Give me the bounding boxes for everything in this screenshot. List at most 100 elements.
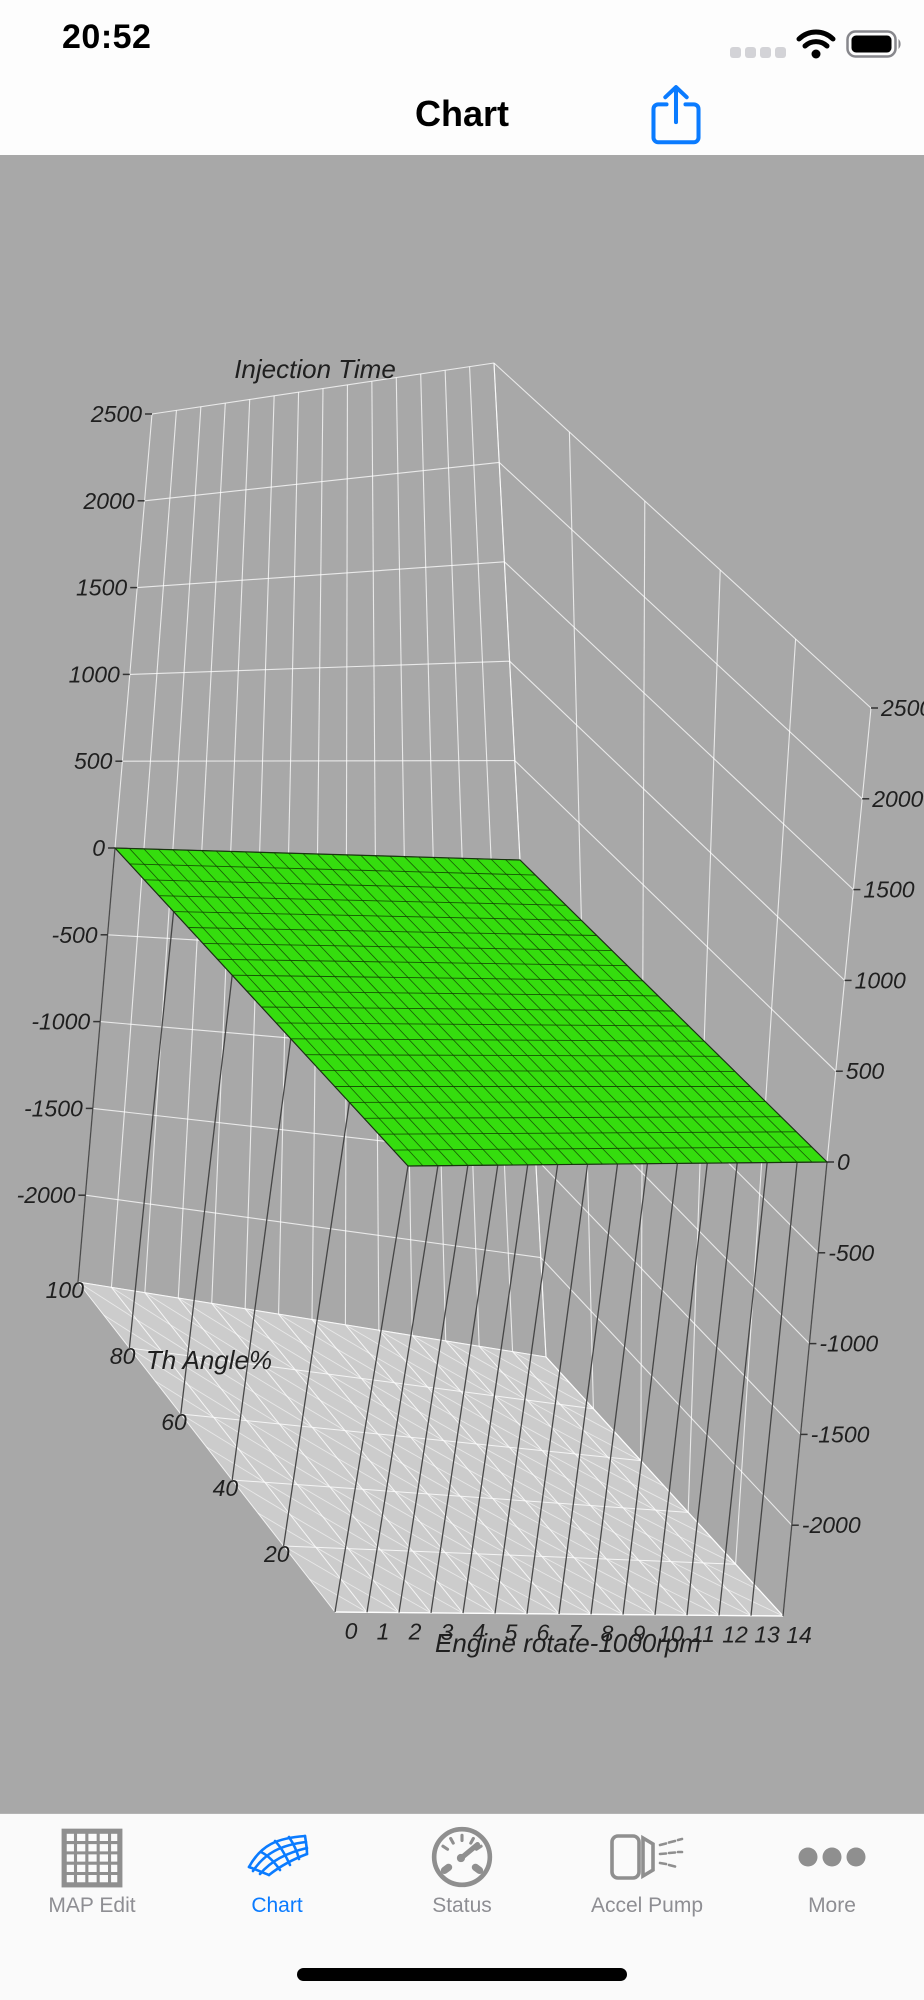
floor-diagonal xyxy=(541,1556,599,1587)
floor-diagonal xyxy=(484,1525,543,1557)
floor-diagonal xyxy=(703,1562,760,1591)
tab-label: Chart xyxy=(251,1894,303,1917)
drop-line-y xyxy=(128,911,175,1349)
floor-diagonal xyxy=(534,1584,592,1615)
floor-diagonal xyxy=(549,1528,607,1560)
floor-diagonal xyxy=(129,1347,189,1386)
floor-diagonal xyxy=(319,1399,379,1435)
x-tick-label: 2 xyxy=(408,1619,422,1645)
tab-label: MAP Edit xyxy=(48,1894,136,1917)
floor-diagonal xyxy=(286,1395,346,1432)
tab-chart[interactable]: Chart xyxy=(187,1822,367,1942)
floor-diagonal xyxy=(111,1286,171,1326)
floor-diagonal xyxy=(493,1395,552,1428)
floor-diagonal xyxy=(638,1559,696,1589)
floor-diagonal xyxy=(467,1469,526,1502)
battery-icon xyxy=(846,30,901,58)
floor-diagonal xyxy=(394,1382,453,1416)
floor-diagonal xyxy=(344,1430,404,1465)
y-tick-label: 100 xyxy=(46,1277,85,1303)
floor-diagonal xyxy=(445,1340,504,1374)
floor-diagonal xyxy=(297,1484,356,1519)
floor-diagonal xyxy=(533,1474,591,1506)
floor-diagonal xyxy=(517,1527,575,1559)
floor-diagonal xyxy=(228,1360,288,1397)
share-button[interactable] xyxy=(648,83,704,147)
floor-diagonal xyxy=(419,1521,478,1555)
floor-diagonal xyxy=(103,1314,163,1353)
x-tick-label: 3 xyxy=(441,1619,454,1645)
drop-line-x xyxy=(782,1161,828,1617)
wall-grid-z xyxy=(535,1157,801,1435)
x-tick-label: 6 xyxy=(537,1620,550,1646)
floor-diagonal xyxy=(492,1498,550,1530)
floor-diagonal xyxy=(443,1440,502,1473)
grid-table-icon xyxy=(2,1822,182,1892)
floor-diagonal xyxy=(279,1423,338,1459)
z-tick-label-right: -1500 xyxy=(811,1421,870,1447)
tab-map-edit[interactable]: MAP Edit xyxy=(2,1822,182,1942)
floor-diagonal xyxy=(278,1313,337,1350)
drop-line-x xyxy=(366,1165,439,1613)
surface-mesh-row xyxy=(232,974,643,982)
floor-diagonal xyxy=(478,1345,537,1379)
y-tick-label: 60 xyxy=(161,1409,187,1435)
floor-diagonal xyxy=(283,1545,342,1581)
z-tick-label-right: 1000 xyxy=(855,967,906,993)
surface-plot[interactable]: 2500 2000 1500 1000 500 0 -500 -1000 -1500 -2000 2… xyxy=(0,155,924,1813)
floor-diagonal xyxy=(622,1507,680,1537)
z-tick-label-left: 1500 xyxy=(76,575,127,601)
surface-mesh-row xyxy=(188,927,597,936)
drop-line-x xyxy=(462,1164,529,1614)
floor-diagonal xyxy=(598,1480,656,1511)
floor-diagonal xyxy=(373,1580,432,1614)
home-indicator[interactable] xyxy=(297,1968,627,1981)
floor-diagonal xyxy=(304,1455,363,1490)
x-tick-label: 1 xyxy=(377,1618,390,1644)
tab-accel-pump[interactable]: Accel Pump xyxy=(557,1822,737,1942)
ellipsis-icon xyxy=(742,1822,922,1892)
floor-diagonal xyxy=(211,1303,271,1340)
nav-bar: Chart xyxy=(0,75,924,155)
floor-diagonal xyxy=(154,1380,214,1418)
floor-diagonal xyxy=(412,1550,471,1584)
floor-diagonal xyxy=(180,1413,240,1451)
drop-line-x xyxy=(430,1165,499,1613)
z-tick-label-right: 1500 xyxy=(863,877,914,903)
floor-plane xyxy=(78,1282,783,1616)
floor-diagonal xyxy=(220,1388,280,1425)
wall-grid-z xyxy=(504,561,854,891)
floor-diagonal xyxy=(501,1583,560,1615)
surface-mesh-row xyxy=(364,1116,781,1119)
floor-diagonal xyxy=(246,1420,305,1456)
floor-diagonal xyxy=(236,1334,296,1371)
surface-mesh-row xyxy=(158,895,567,906)
y-axis-title: Th Angle% xyxy=(146,1345,272,1375)
floor-diagonal xyxy=(598,1585,656,1616)
floor-diagonal xyxy=(484,1418,543,1452)
wall-grid-z xyxy=(137,561,505,589)
floor-diagonal xyxy=(451,1415,510,1448)
surface-mesh-row xyxy=(407,1161,828,1167)
floor-diagonal xyxy=(402,1463,461,1497)
status-time: 20:52 xyxy=(62,18,152,56)
drop-line-x xyxy=(718,1162,768,1616)
drop-line-x xyxy=(398,1165,469,1613)
floor-diagonal xyxy=(607,1456,665,1487)
wall-grid-z xyxy=(493,362,872,709)
drop-line-x xyxy=(526,1164,589,1614)
surface-mesh-row xyxy=(129,863,536,876)
z-tick-label-left: -500 xyxy=(52,922,98,948)
tab-more[interactable]: More xyxy=(742,1822,922,1942)
floor-diagonal xyxy=(238,1449,298,1486)
floor-diagonal xyxy=(444,1552,503,1585)
wall-grid-z xyxy=(498,461,863,800)
floor-diagonal xyxy=(261,1364,321,1401)
z-tick-label-left: 2000 xyxy=(82,488,134,514)
floor-diagonal xyxy=(385,1407,444,1442)
floor-diagonal xyxy=(377,1433,436,1468)
tab-status[interactable]: Status xyxy=(372,1822,552,1942)
surface-plot-canvas[interactable]: 25002000150010005000-500-1000-1500-20002… xyxy=(0,155,924,1813)
floor-diagonal xyxy=(566,1584,624,1615)
floor-diagonal xyxy=(427,1493,486,1527)
